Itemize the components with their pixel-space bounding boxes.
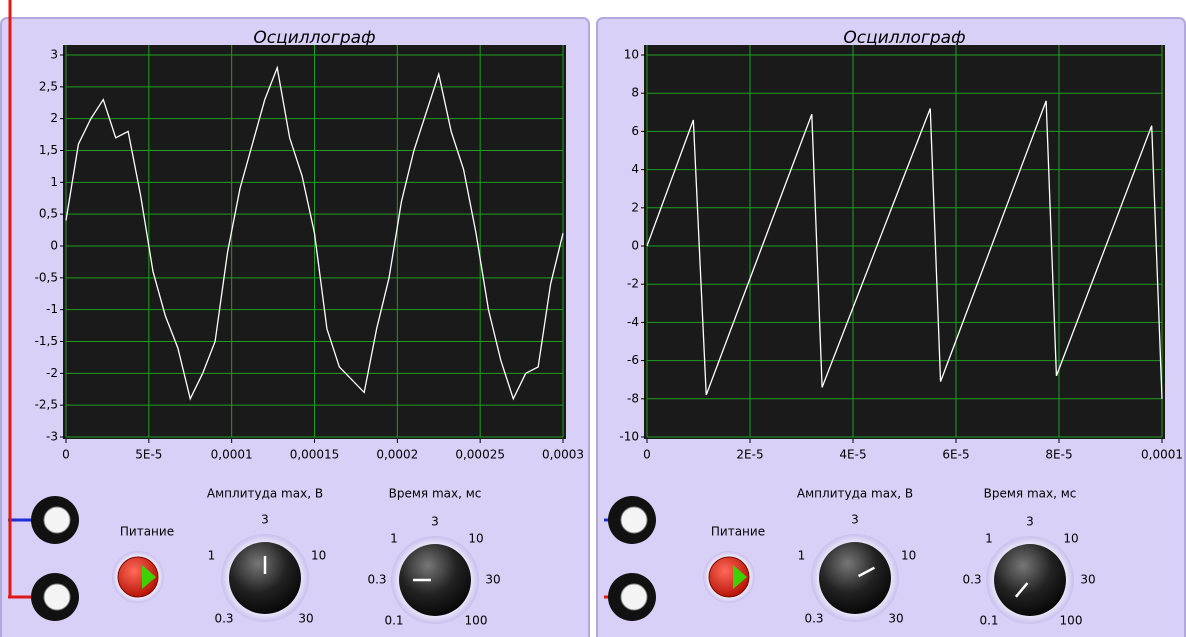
knob-scale-label: 10 xyxy=(901,548,916,562)
y-tick-label: -8 xyxy=(627,391,639,405)
knob-scale-label: 30 xyxy=(485,573,500,587)
y-tick-label: 2,5 xyxy=(39,79,58,93)
x-tick-label: 0 xyxy=(62,448,70,462)
y-tick-label: 1,5 xyxy=(39,143,58,157)
screen: Осциллограф-3-2,5-2-1,5-1-0,500,511,522,… xyxy=(0,0,1186,637)
x-tick-label: 0,00025 xyxy=(455,448,505,462)
y-tick-label: -6 xyxy=(627,353,639,367)
x-tick-label: 0,0002 xyxy=(376,448,418,462)
y-tick-label: -0,5 xyxy=(35,270,58,284)
x-tick-label: 8E-5 xyxy=(1045,448,1072,462)
knob[interactable] xyxy=(994,544,1066,616)
knob[interactable] xyxy=(819,542,891,614)
y-tick-label: -2 xyxy=(627,277,639,291)
knob-scale-label: 0.3 xyxy=(367,573,386,587)
y-tick-label: 0,5 xyxy=(39,207,58,221)
y-tick-label: -3 xyxy=(46,430,58,444)
knob-title: Время max, мс xyxy=(389,487,482,501)
power-label: Питание xyxy=(711,525,765,539)
y-tick-label: 8 xyxy=(631,86,639,100)
y-tick-label: 3 xyxy=(50,48,58,62)
knob-scale-label: 1 xyxy=(208,548,216,562)
y-tick-label: 2 xyxy=(631,200,639,214)
knob-scale-label: 10 xyxy=(468,531,483,545)
knob-scale-label: 1 xyxy=(390,531,398,545)
jack-socket xyxy=(621,584,647,610)
knob-scale-label: 100 xyxy=(1060,614,1083,628)
knob-scale-label: 1 xyxy=(985,531,993,545)
knob-scale-label: 10 xyxy=(1063,531,1078,545)
knob-scale-label: 0.3 xyxy=(804,612,823,626)
y-tick-label: 4 xyxy=(631,162,639,176)
y-tick-label: -1,5 xyxy=(35,334,58,348)
y-tick-label: 2 xyxy=(50,111,58,125)
knob-scale-label: 30 xyxy=(1080,573,1095,587)
knob-title: Время max, мс xyxy=(984,487,1077,501)
knob-scale-label: 3 xyxy=(851,513,859,527)
knob-scale-label: 10 xyxy=(311,548,326,562)
knob-scale-label: 30 xyxy=(298,612,313,626)
y-tick-label: 0 xyxy=(631,239,639,253)
knob-scale-label: 3 xyxy=(431,515,439,529)
knob-scale-label: 30 xyxy=(888,612,903,626)
y-tick-label: -2,5 xyxy=(35,398,58,412)
y-tick-label: 6 xyxy=(631,124,639,138)
x-tick-label: 0,0001 xyxy=(1141,448,1183,462)
x-tick-label: 6E-5 xyxy=(942,448,969,462)
knob[interactable] xyxy=(229,542,301,614)
power-label: Питание xyxy=(120,525,174,539)
y-tick-label: 1 xyxy=(50,175,58,189)
x-tick-label: 4E-5 xyxy=(839,448,866,462)
knob-scale-label: 0.1 xyxy=(979,614,998,628)
knob-scale-label: 0.3 xyxy=(962,573,981,587)
knob-scale-label: 3 xyxy=(1026,515,1034,529)
y-tick-label: 10 xyxy=(624,48,639,62)
x-tick-label: 0,00015 xyxy=(290,448,340,462)
jack-socket xyxy=(44,584,70,610)
x-tick-label: 5E-5 xyxy=(135,448,162,462)
y-tick-label: -10 xyxy=(619,430,639,444)
knob-title: Амплитуда max, В xyxy=(797,487,913,501)
x-tick-label: 0,0001 xyxy=(211,448,253,462)
knob-scale-label: 0.1 xyxy=(384,614,403,628)
knob-title: Амплитуда max, В xyxy=(207,487,323,501)
x-tick-label: 2E-5 xyxy=(736,448,763,462)
y-tick-label: -4 xyxy=(627,315,639,329)
y-tick-label: -2 xyxy=(46,366,58,380)
knob-scale-label: 100 xyxy=(465,614,488,628)
y-tick-label: -1 xyxy=(46,302,58,316)
x-tick-label: 0 xyxy=(643,448,651,462)
plot-area xyxy=(644,45,1165,439)
jack-socket xyxy=(44,507,70,533)
knob-scale-label: 3 xyxy=(261,513,269,527)
knob[interactable] xyxy=(399,544,471,616)
y-tick-label: 0 xyxy=(50,239,58,253)
jack-socket xyxy=(621,507,647,533)
knob-scale-label: 0.3 xyxy=(214,612,233,626)
knob-scale-label: 1 xyxy=(798,548,806,562)
x-tick-label: 0,0003 xyxy=(542,448,584,462)
